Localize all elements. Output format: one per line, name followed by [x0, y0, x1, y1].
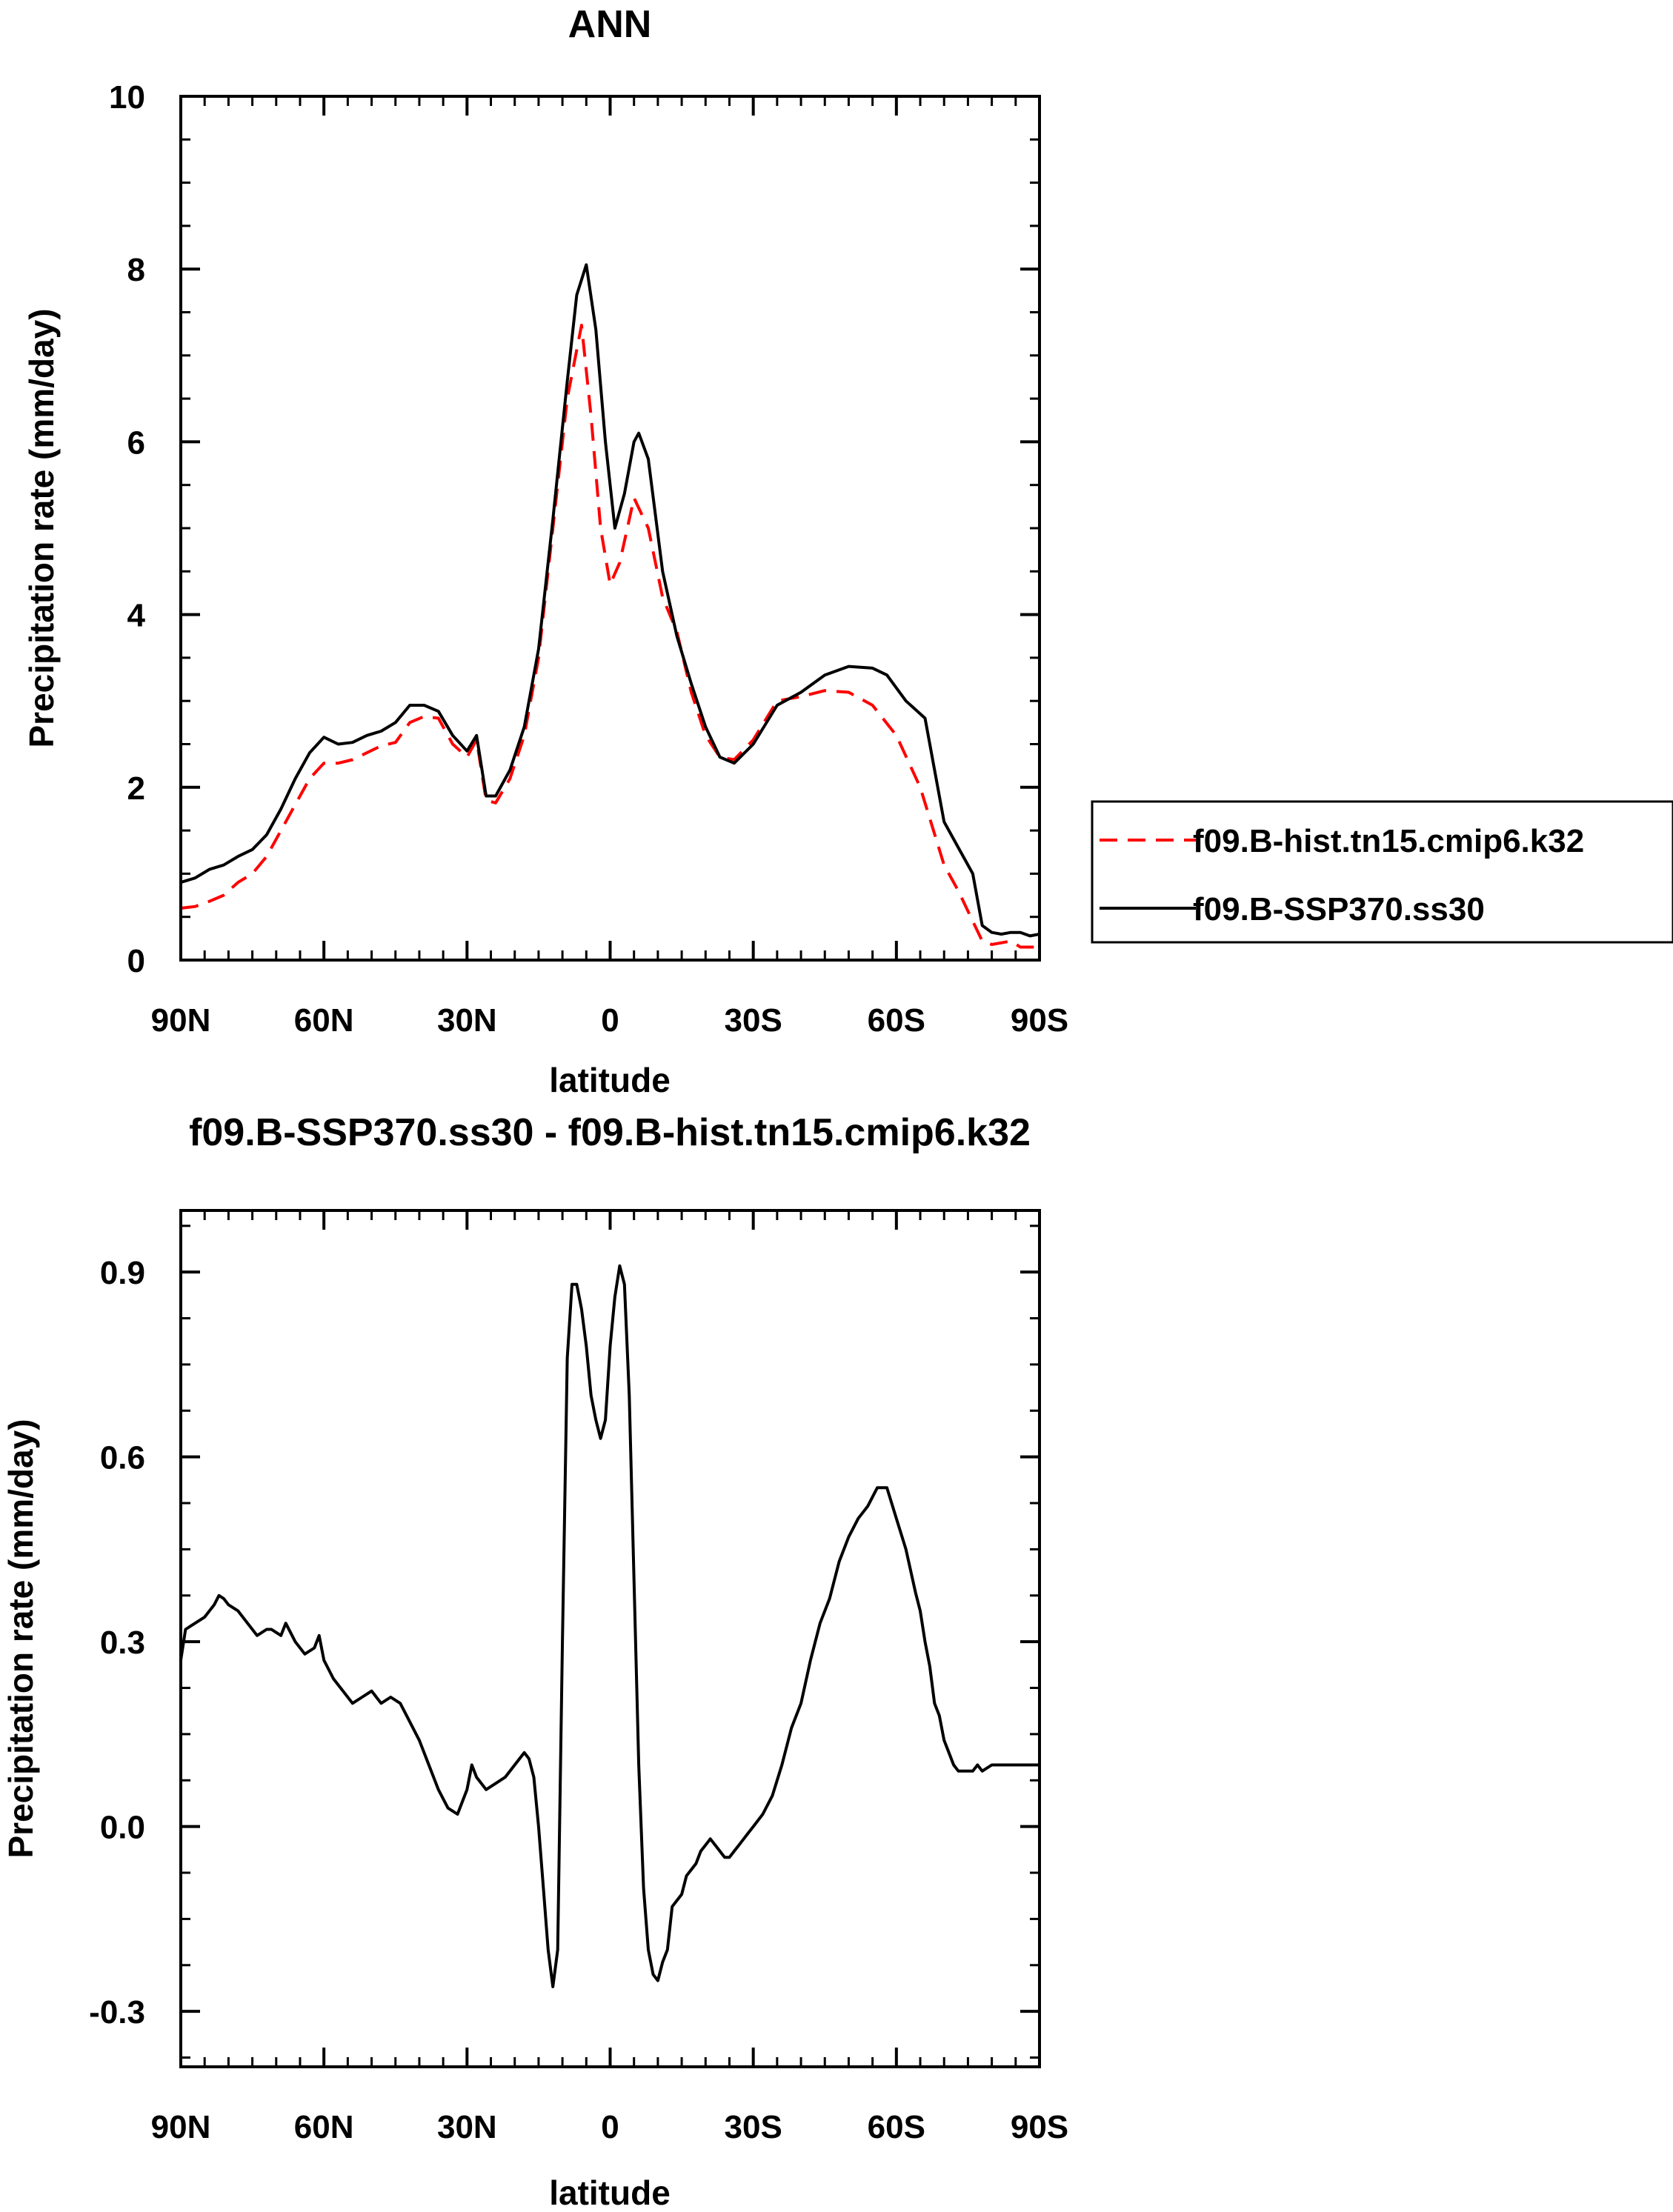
x-tick-label: 30S [725, 2109, 782, 2145]
chart-title: f09.B-SSP370.ss30 - f09.B-hist.tn15.cmip… [189, 1111, 1031, 1154]
tick-marks [179, 95, 1041, 962]
y-axis-label: Precipitation rate (mm/day) [1, 1419, 40, 1858]
legend: f09.B-hist.tn15.cmip6.k32 f09.B-SSP370.s… [1091, 800, 1673, 944]
legend-label-ssp370: f09.B-SSP370.ss30 [1193, 891, 1485, 927]
y-tick-labels: 0 2 4 6 8 10 [109, 79, 145, 979]
x-tick-label: 90S [1011, 2109, 1068, 2145]
x-tick-labels: 90N 60N 30N 0 30S 60S 90S [151, 2109, 1069, 2145]
chart-title: ANN [568, 3, 652, 46]
x-tick-label: 90N [151, 1002, 211, 1039]
y-tick-labels: -0.3 0.0 0.3 0.6 0.9 [89, 1255, 145, 2031]
x-tick-labels: 90N 60N 30N 0 30S 60S 90S [151, 1002, 1069, 1039]
x-tick-label: 90N [151, 2109, 211, 2145]
legend-label-hist: f09.B-hist.tn15.cmip6.k32 [1193, 823, 1584, 859]
y-tick-label: 8 [127, 252, 145, 288]
series-line-a [180, 324, 1040, 949]
x-tick-label: 60N [294, 2109, 354, 2145]
series-lines [179, 1264, 1040, 1988]
x-tick-label: 60N [294, 1002, 354, 1039]
series-line-b [180, 263, 1040, 938]
y-tick-label: 6 [127, 424, 145, 461]
top-chart: ANN 90N 60N 30N 0 30S 60S 90S 0 2 4 6 8 10 latitude… [22, 3, 1673, 1099]
y-tick-label: 10 [109, 79, 145, 116]
y-tick-label: 0.6 [100, 1440, 145, 1476]
bottom-chart: f09.B-SSP370.ss30 - f09.B-hist.tn15.cmip… [1, 1111, 1068, 2212]
y-tick-label: -0.3 [89, 1994, 145, 2031]
y-tick-label: 0.3 [100, 1625, 145, 1661]
x-tick-label: 60S [868, 2109, 925, 2145]
x-axis-label: latitude [549, 1061, 671, 1099]
series-lines [180, 263, 1040, 949]
y-tick-label: 0 [127, 943, 145, 979]
y-tick-label: 4 [127, 598, 146, 634]
y-tick-label: 0.9 [100, 1255, 145, 1291]
y-tick-label: 0.0 [100, 1810, 145, 1846]
x-tick-label: 60S [868, 1002, 925, 1039]
x-axis-label: latitude [549, 2173, 671, 2212]
x-tick-label: 0 [601, 1002, 619, 1039]
x-tick-label: 0 [601, 2109, 619, 2145]
x-tick-label: 90S [1011, 1002, 1068, 1039]
plot-frame [179, 1209, 1041, 2068]
x-tick-label: 30N [437, 1002, 497, 1039]
plot-frame [179, 95, 1041, 962]
series-line-a [179, 1264, 1040, 1988]
y-tick-label: 2 [127, 770, 145, 807]
x-tick-label: 30S [725, 1002, 782, 1039]
legend-box [1091, 800, 1673, 944]
y-axis-label: Precipitation rate (mm/day) [22, 308, 61, 747]
x-tick-label: 30N [437, 2109, 497, 2145]
